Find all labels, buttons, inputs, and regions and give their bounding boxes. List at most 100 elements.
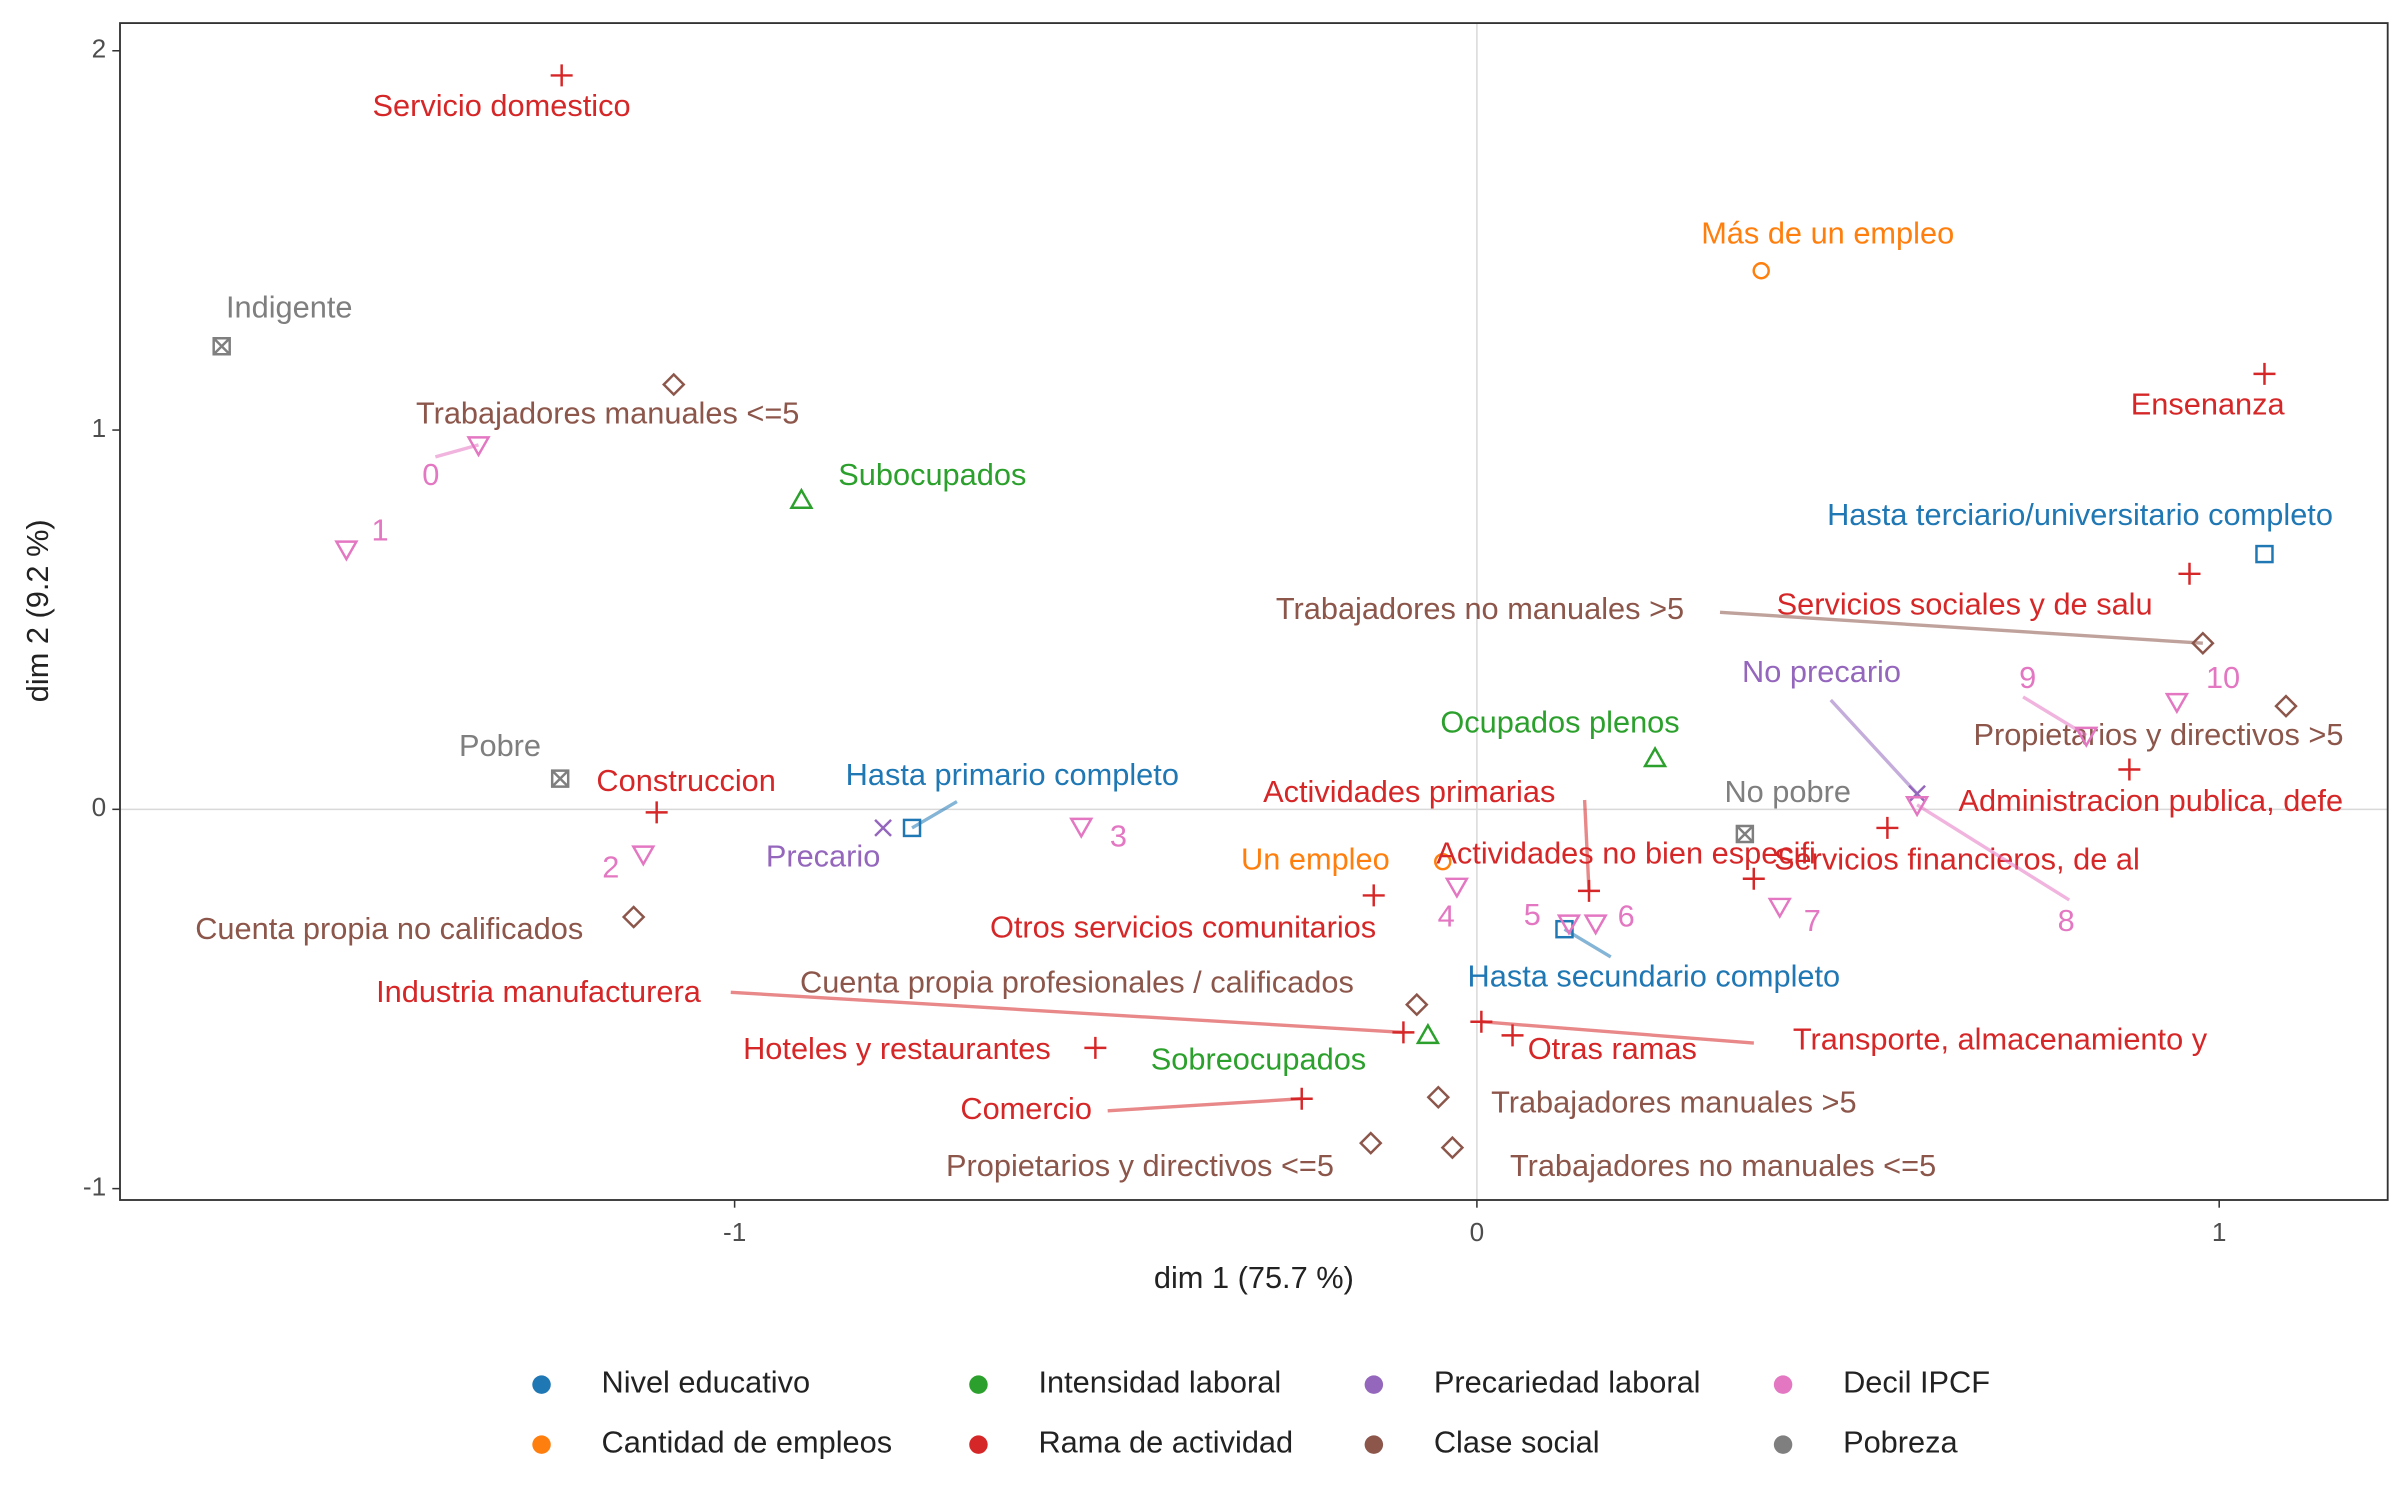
point-label: Hasta secundario completo <box>1468 959 1841 994</box>
point-label: Cuenta propia profesionales / calificado… <box>800 965 1354 1000</box>
point-label: Precario <box>766 839 881 874</box>
point-marker <box>1501 1024 1524 1047</box>
label-leader <box>1916 803 2071 902</box>
label-leader <box>1829 698 1919 795</box>
point-label: Más de un empleo <box>1701 216 1954 251</box>
point-label: 0 <box>422 457 439 492</box>
plot-border <box>119 22 2389 1201</box>
point-marker <box>2074 726 2099 748</box>
point-marker <box>1392 1021 1415 1044</box>
point-marker <box>1405 992 1429 1017</box>
point-marker <box>1577 879 1600 902</box>
point-label: Pobre <box>459 728 541 763</box>
point-marker <box>1069 817 1094 839</box>
point-marker <box>2255 544 2274 564</box>
point-label: Transporte, almacenamiento y <box>1793 1022 2208 1057</box>
legend-label: Clase social <box>1434 1425 1600 1460</box>
point-marker <box>2274 694 2298 718</box>
point-label: Ensenanza <box>2131 386 2286 421</box>
point-marker <box>1434 852 1452 871</box>
point-label: Comercio <box>960 1091 1092 1126</box>
label-leader <box>730 990 1404 1035</box>
point-marker <box>1470 1010 1493 1033</box>
point-label: Cuenta propia no calificados <box>195 911 583 946</box>
y-tick-label: -1 <box>83 1172 106 1202</box>
point-label: Otros servicios comunitarios <box>990 909 1376 944</box>
point-marker <box>334 540 359 562</box>
point-label: Servicio domestico <box>373 88 631 123</box>
point-label: 7 <box>1804 903 1821 938</box>
point-label: Hoteles y restaurantes <box>743 1031 1051 1066</box>
legend-label: Pobreza <box>1843 1425 1958 1460</box>
point-label: 1 <box>371 512 388 547</box>
plot: Hasta primario completo Hasta secundario … <box>195 64 2343 1183</box>
legend-label: Intensidad laboral <box>1038 1365 1281 1400</box>
point-label: Trabajadores no manuales <=5 <box>1510 1148 1936 1183</box>
point-label: Trabajadores manuales >5 <box>1491 1085 1857 1120</box>
label-leader <box>1107 1097 1302 1113</box>
point-marker <box>1752 262 1770 280</box>
point-label: 4 <box>1438 899 1455 934</box>
y-tick-label: 0 <box>92 792 107 822</box>
label-leader <box>1481 1020 1754 1045</box>
point-label: 9 <box>2019 660 2036 695</box>
point-marker <box>1876 816 1899 839</box>
legend-label: Cantidad de empleos <box>602 1425 893 1460</box>
point-label: Propietarios y directivos <=5 <box>946 1148 1334 1183</box>
point-marker <box>1362 884 1385 907</box>
legend-label: Rama de actividad <box>1038 1425 1293 1460</box>
point-marker <box>1415 1022 1441 1045</box>
label-leader <box>1582 799 1591 891</box>
point-label: Un empleo <box>1241 842 1390 877</box>
point-marker <box>2118 758 2141 781</box>
point-marker <box>1359 1131 1383 1155</box>
x-tick-label: -1 <box>723 1217 746 1247</box>
y-tick-label: 2 <box>92 34 107 64</box>
label-leader <box>434 443 479 459</box>
point-label: Administracion publica, defe <box>1958 783 2343 818</box>
point-label: Ocupados plenos <box>1440 705 1679 740</box>
point-marker <box>1583 914 1608 936</box>
point-label: Industria manufacturera <box>376 974 702 1009</box>
point-marker <box>466 436 491 458</box>
legend-swatch <box>1773 1375 1793 1394</box>
legend-label: Decil IPCF <box>1843 1365 1990 1400</box>
point-label: Actividades primarias <box>1263 774 1555 809</box>
point-label: Actividades no bien especifi <box>1436 836 1815 871</box>
x-axis-title: dim 1 (75.7 %) <box>1154 1260 1354 1295</box>
point-marker <box>1767 897 1792 919</box>
legend-swatch <box>1773 1435 1793 1454</box>
point-label: No precario <box>1742 654 1901 689</box>
point-label: 5 <box>1524 897 1541 932</box>
point-label: Trabajadores no manuales >5 <box>1276 591 1684 626</box>
legend-swatch <box>532 1435 551 1454</box>
point-marker <box>1908 784 1926 803</box>
point-label: 2 <box>602 849 619 884</box>
point-label: Sobreocupados <box>1151 1042 1366 1077</box>
point-label: Indigente <box>226 289 353 324</box>
legend-label: Precariedad laboral <box>1434 1365 1701 1400</box>
point-label: Subocupados <box>838 457 1026 492</box>
point-label: Hasta primario completo <box>846 757 1179 792</box>
legend-swatch <box>969 1375 988 1394</box>
point-marker <box>2253 362 2276 385</box>
legend-swatch <box>532 1375 551 1394</box>
point-marker <box>1642 746 1668 768</box>
point-marker <box>1084 1036 1107 1059</box>
legend: Nivel educativo Cantidad de empleos Intens… <box>532 1365 1990 1460</box>
x-tick-label: 0 <box>1470 1217 1485 1247</box>
x-tick-label: 1 <box>2212 1217 2227 1247</box>
point-label: No pobre <box>1724 774 1850 809</box>
point-label: 3 <box>1110 819 1127 854</box>
legend-label: Nivel educativo <box>602 1365 811 1400</box>
point-marker <box>902 818 922 838</box>
point-marker <box>2191 631 2215 655</box>
point-marker <box>1556 914 1582 936</box>
point-marker <box>1290 1087 1313 1110</box>
point-label: 8 <box>2058 903 2075 938</box>
point-marker <box>1735 824 1755 844</box>
legend-swatch <box>1364 1435 1384 1454</box>
point-label: 10 <box>2206 660 2240 695</box>
point-label: Hasta terciario/universitario completo <box>1827 497 2333 532</box>
